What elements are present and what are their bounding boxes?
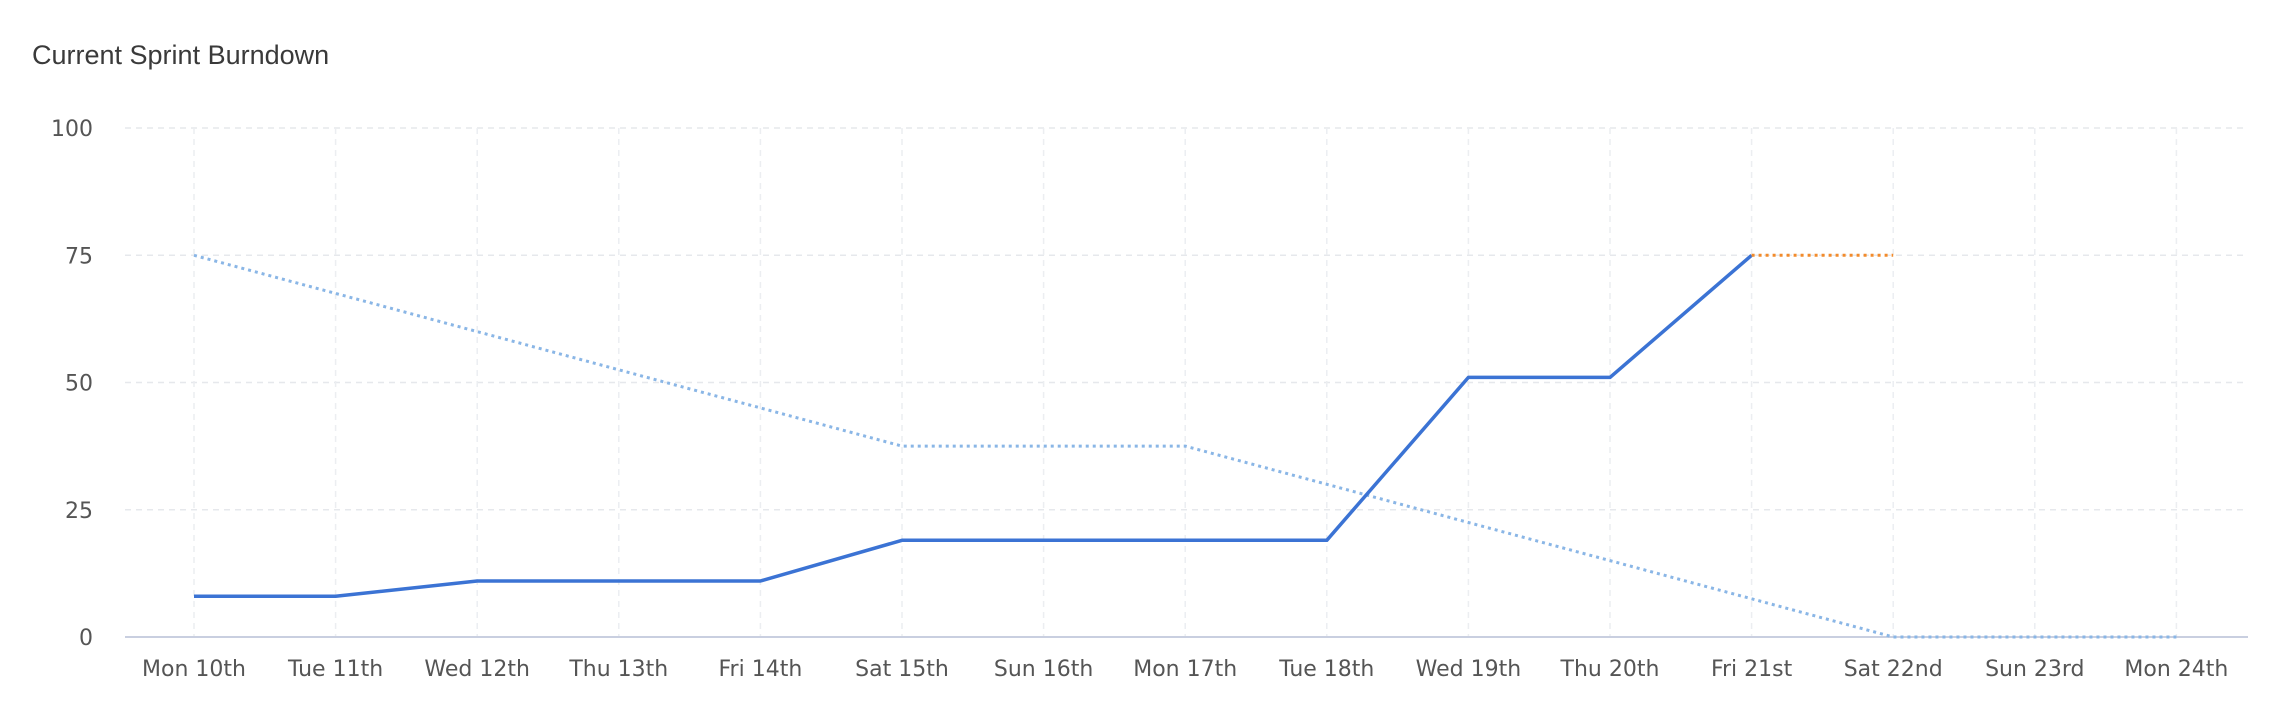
gridlines — [125, 127, 2248, 637]
x-tick-label: Sat 22nd — [1844, 657, 1943, 682]
y-tick-label: 0 — [79, 626, 93, 651]
x-tick-label: Sun 23rd — [1985, 657, 2084, 682]
y-tick-label: 75 — [65, 244, 93, 269]
x-tick-label: Thu 13th — [568, 657, 668, 682]
x-tick-label: Fri 21st — [1711, 657, 1793, 682]
x-tick-label: Mon 17th — [1133, 657, 1237, 682]
x-tick-label: Mon 24th — [2124, 657, 2228, 682]
x-tick-label: Tue 18th — [1278, 657, 1374, 682]
chart-title: Current Sprint Burndown — [32, 40, 330, 70]
tick-labels: 0 25 50 75 100 Mon 10th Tue 11th Wed 12th Thu 13… — [51, 117, 2228, 682]
x-tick-label: Thu 20th — [1560, 657, 1660, 682]
actual-line — [194, 253, 1753, 599]
x-tick-label: Wed 19th — [1416, 657, 1522, 682]
x-tick-label: Fri 14th — [719, 657, 803, 682]
y-tick-label: 25 — [65, 499, 93, 524]
ideal-line — [193, 253, 2177, 639]
series-lines — [193, 253, 2177, 639]
x-tick-label: Sun 16th — [994, 657, 1093, 682]
y-tick-label: 100 — [51, 117, 93, 142]
x-tick-label: Tue 11th — [287, 657, 383, 682]
x-tick-label: Wed 12th — [424, 657, 530, 682]
x-tick-label: Sat 15th — [855, 657, 949, 682]
x-tick-label: Mon 10th — [142, 657, 246, 682]
y-tick-label: 50 — [65, 372, 93, 397]
